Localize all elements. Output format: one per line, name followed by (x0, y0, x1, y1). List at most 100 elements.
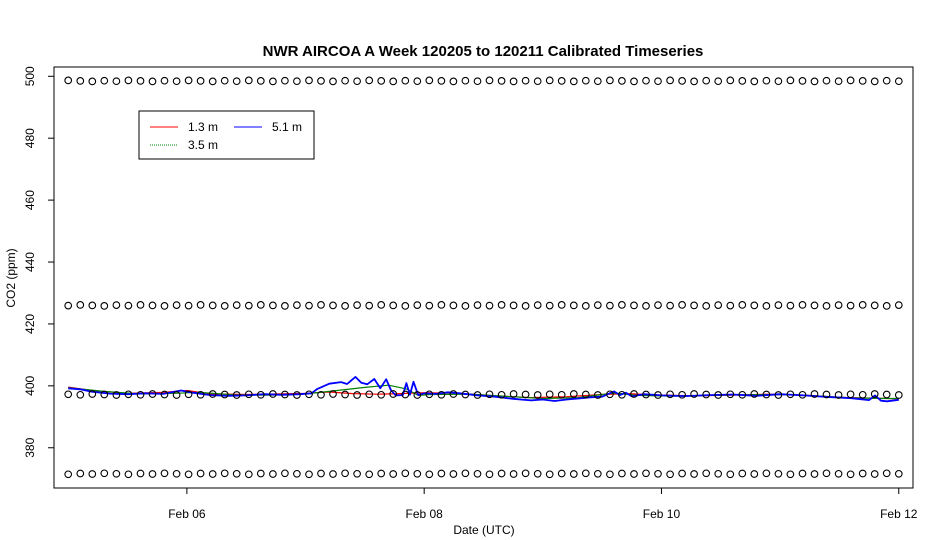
calibration-marker (666, 76, 674, 85)
calibration-marker (64, 301, 73, 310)
calibration-marker (798, 301, 807, 309)
calibration-marker (834, 77, 843, 86)
calibration-marker (184, 76, 193, 85)
calibration-marker (148, 390, 157, 398)
calibration-marker (545, 470, 554, 479)
calibration-marker (100, 76, 109, 85)
calibration-marker (220, 76, 229, 85)
calibration-marker (305, 470, 313, 479)
calibration-marker (232, 77, 241, 86)
calibration-marker (738, 390, 747, 399)
calibration-marker (208, 301, 217, 310)
calibration-marker (136, 469, 145, 478)
calibration-marker (329, 470, 337, 478)
calibration-marker (353, 77, 361, 86)
calibration-marker (401, 469, 410, 478)
calibration-marker (124, 390, 133, 399)
x-axis-label: Date (UTC) (453, 523, 514, 537)
calibration-marker (654, 391, 662, 399)
legend-label-1-3m: 1.3 m (188, 120, 218, 134)
x-tick-label: Feb 08 (405, 507, 443, 521)
calibration-marker (593, 391, 602, 399)
calibration-marker (726, 390, 735, 399)
calibration-marker (618, 469, 626, 478)
calibration-marker (208, 470, 217, 478)
calibration-marker (618, 390, 626, 399)
calibration-marker (377, 77, 386, 85)
calibration-marker (437, 469, 446, 478)
calibration-marker (810, 390, 819, 398)
calibration-marker (822, 390, 831, 399)
calibration-marker (160, 76, 169, 85)
calibration-marker (666, 470, 674, 479)
calibration-marker (281, 302, 289, 310)
calibration-marker (377, 301, 386, 309)
y-tick-label: 460 (23, 190, 37, 210)
calibration-marker (425, 301, 434, 310)
calibration-marker (461, 302, 470, 310)
calibration-marker (642, 469, 650, 478)
calibration-marker (256, 77, 265, 85)
calibration-marker (509, 390, 518, 398)
calibration-marker (738, 301, 747, 309)
calibration-marker (341, 76, 349, 85)
calibration-marker (172, 301, 181, 309)
calibration-marker (690, 470, 698, 478)
calibration-marker (449, 390, 458, 398)
calibration-marker (894, 391, 903, 399)
calibration-marker (100, 469, 109, 478)
calibration-marker (401, 76, 410, 85)
calibration-marker (160, 390, 169, 399)
calibration-marker (606, 470, 614, 479)
calibration-marker (461, 469, 470, 478)
calibration-marker (569, 77, 578, 86)
calibration-marker (726, 470, 735, 479)
calibration-marker (678, 77, 686, 85)
calibration-marker (654, 77, 662, 86)
calibration-marker (365, 76, 374, 85)
calibration-marker (437, 301, 446, 309)
calibration-marker (377, 469, 386, 478)
calibration-marker (473, 391, 482, 399)
calibration-marker (461, 76, 470, 85)
series-line-5-1-m (68, 376, 899, 403)
calibration-marker (870, 77, 879, 86)
calibration-marker (870, 390, 879, 398)
calibration-marker (846, 470, 855, 479)
calibration-marker (642, 76, 650, 85)
calibration-marker (618, 77, 626, 85)
calibration-marker (112, 391, 121, 399)
x-tick-label: Feb 06 (168, 507, 206, 521)
calibration-marker (702, 302, 711, 310)
calibration-marker (317, 469, 325, 478)
calibration-marker (678, 469, 686, 478)
calibration-marker (172, 391, 181, 399)
calibration-marker (822, 469, 831, 478)
calibration-marker (64, 470, 73, 479)
calibration-marker (666, 390, 674, 399)
calibration-marker (401, 302, 410, 310)
calibration-marker (774, 301, 783, 309)
calibration-marker (533, 77, 542, 86)
calibration-marker (690, 77, 698, 86)
calibration-marker (461, 390, 470, 399)
calibration-marker (377, 390, 386, 399)
calibration-marker (136, 77, 145, 85)
calibration-marker (136, 301, 145, 309)
calibration-marker (726, 76, 735, 85)
calibration-marker (569, 390, 578, 398)
calibration-marker (750, 470, 759, 478)
calibration-marker (244, 390, 253, 399)
calibration-marker (76, 390, 85, 399)
calibration-marker (232, 391, 241, 399)
calibration-marker (293, 391, 301, 399)
calibration-marker (293, 469, 301, 478)
calibration-marker (810, 470, 819, 478)
y-tick-label: 380 (23, 437, 37, 457)
calibration-marker (618, 301, 626, 309)
calibration-marker (497, 390, 506, 399)
calibration-marker (425, 390, 434, 399)
calibration-marker (293, 77, 301, 86)
calibration-marker (449, 77, 458, 86)
calibration-marker (256, 301, 265, 309)
